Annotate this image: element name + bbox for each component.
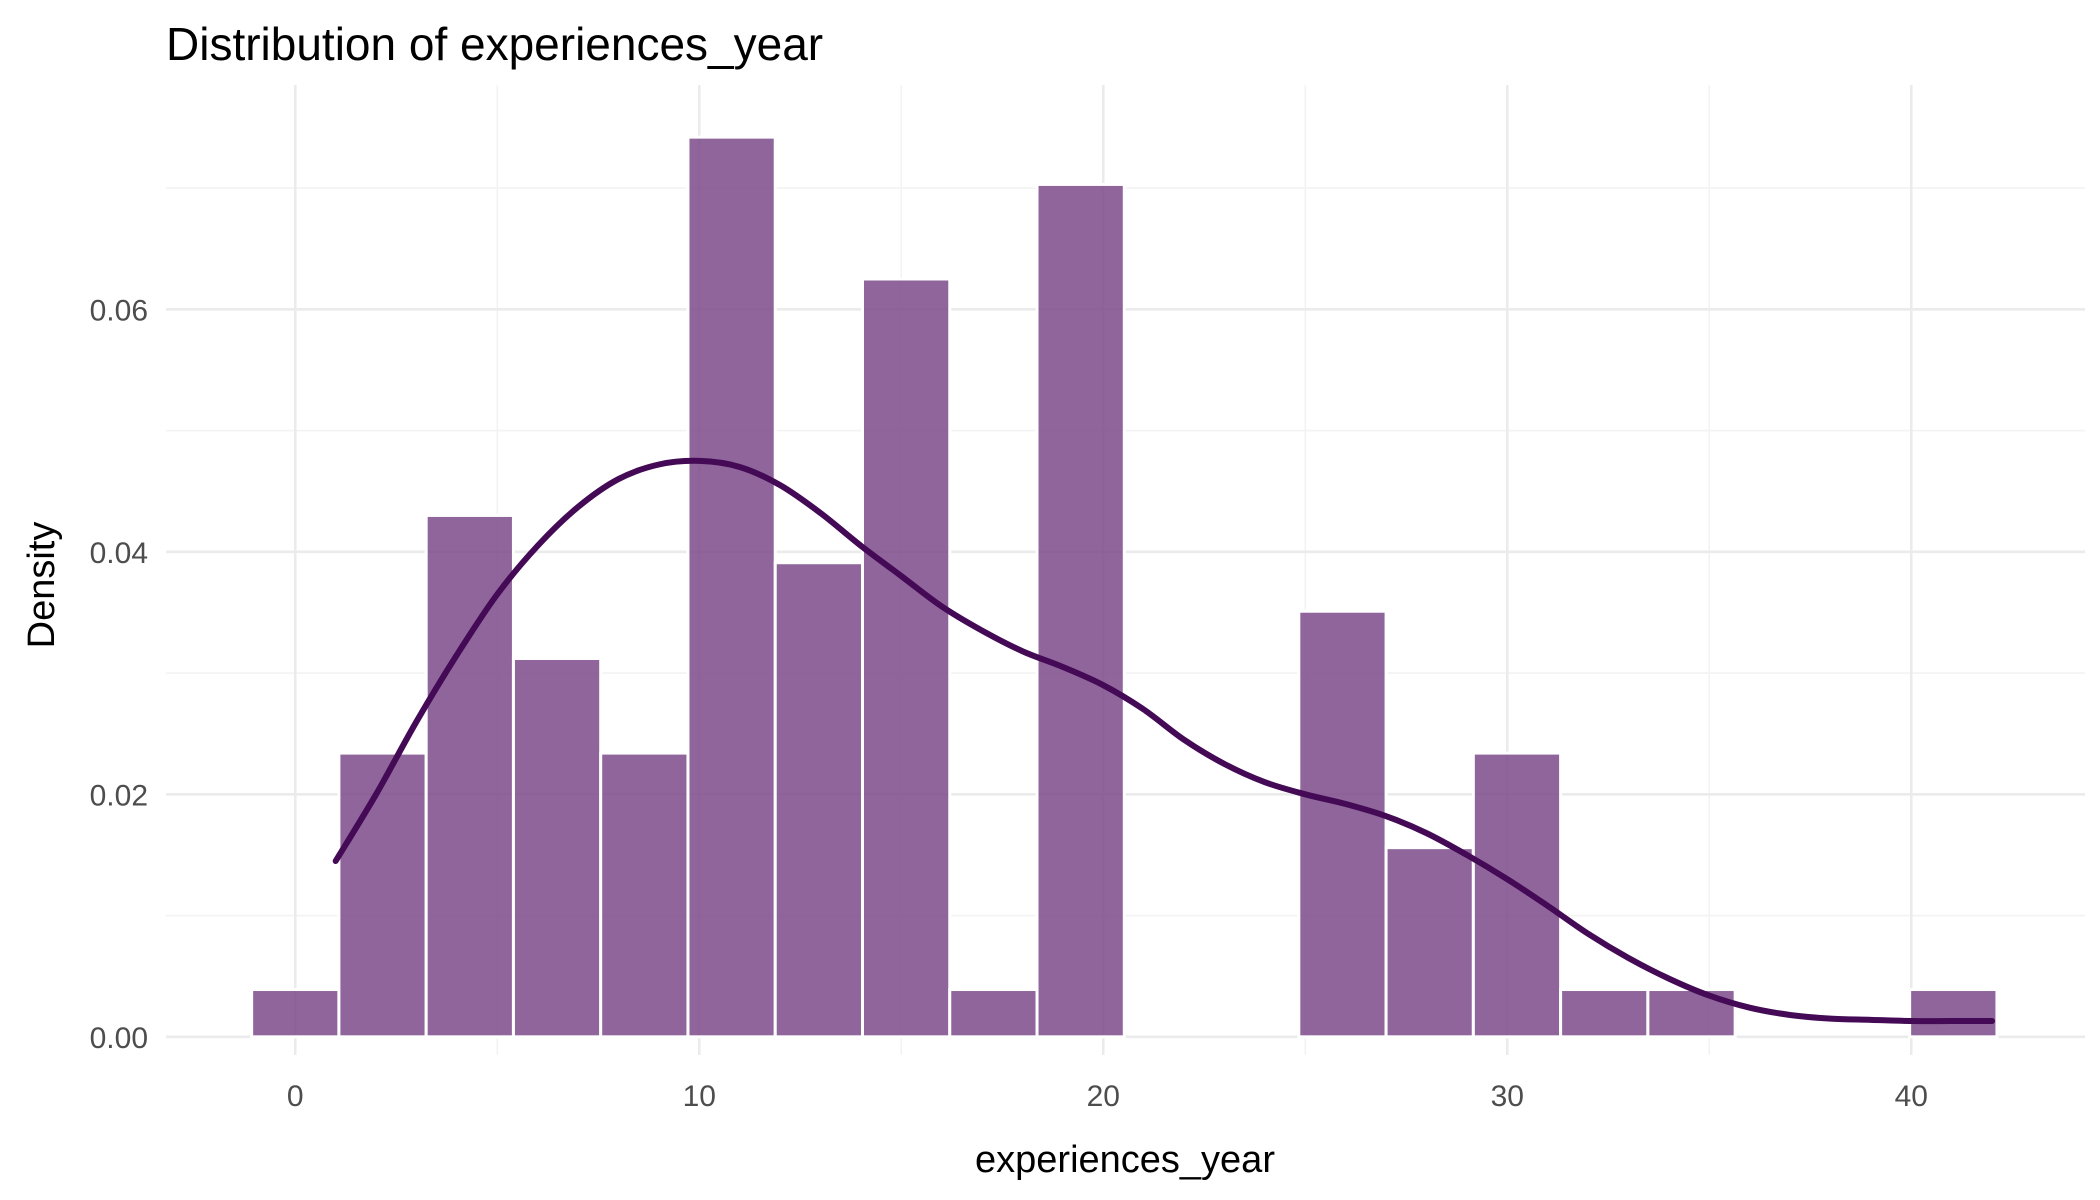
x-tick-label: 40 <box>1895 1080 1928 1113</box>
x-tick-label: 10 <box>683 1080 716 1113</box>
y-tick-label: 0.06 <box>90 294 148 327</box>
x-axis-title: experiences_year <box>975 1139 1275 1181</box>
x-tick-label: 0 <box>287 1080 304 1113</box>
histogram-bar <box>686 135 777 1039</box>
histogram-bar <box>1035 182 1126 1039</box>
histogram-bar <box>1471 751 1563 1039</box>
histogram-bar <box>511 657 603 1039</box>
x-axis-ticks: 0 10 20 30 40 <box>287 1080 1928 1113</box>
y-tick-label: 0.02 <box>90 779 148 812</box>
histogram-bar <box>1646 988 1737 1039</box>
density-curve-layer <box>332 457 1996 1025</box>
histogram-bar <box>424 513 515 1039</box>
histogram-bar <box>1297 609 1388 1039</box>
histogram-bar <box>1908 988 1999 1039</box>
x-tick-label: 20 <box>1087 1080 1120 1113</box>
histogram-bar <box>599 751 690 1039</box>
chart-title: Distribution of experiences_year <box>166 18 823 70</box>
y-tick-label: 0.00 <box>90 1022 148 1055</box>
bars <box>250 135 1999 1039</box>
histogram-bar <box>250 988 341 1039</box>
histogram-bar <box>773 561 864 1039</box>
y-axis-title: Density <box>21 522 63 649</box>
histogram-bar <box>337 751 428 1039</box>
histogram-bar <box>860 277 952 1039</box>
histogram-bar <box>1384 846 1475 1039</box>
histogram-bar <box>1559 988 1650 1039</box>
density-curve <box>332 457 1996 1025</box>
x-tick-label: 30 <box>1491 1080 1524 1113</box>
y-axis-ticks: 0.00 0.02 0.04 0.06 <box>90 294 148 1055</box>
y-tick-label: 0.04 <box>90 537 148 570</box>
histogram-bar <box>948 988 1039 1039</box>
